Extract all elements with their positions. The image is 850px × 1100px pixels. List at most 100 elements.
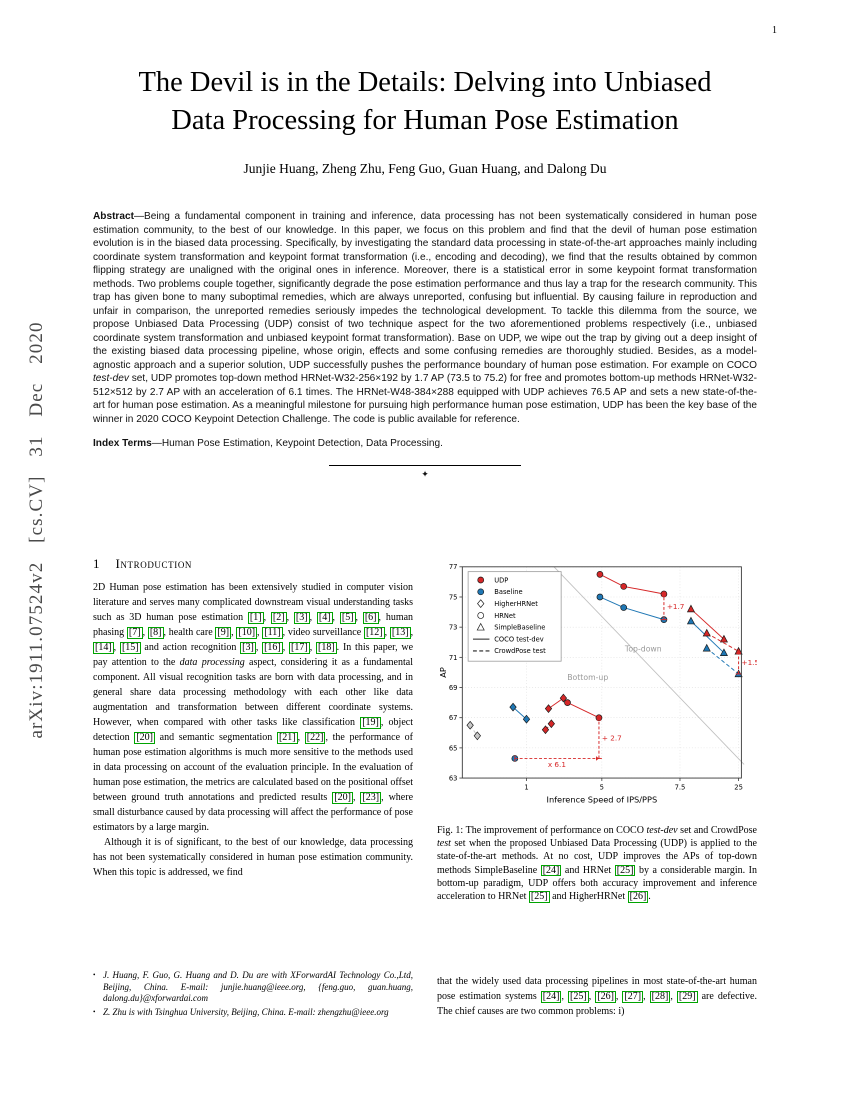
data-point-circle: [620, 604, 628, 611]
data-point-diamond: [559, 693, 568, 703]
data-point-circle: [596, 571, 604, 578]
data-point-diamond: [522, 714, 531, 724]
legend-marker-circle: [477, 588, 485, 596]
citation-link[interactable]: [10]: [236, 627, 258, 639]
legend-marker-circle: [477, 612, 485, 619]
x-axis-label: Inference Speed of IPS/PPS: [547, 794, 658, 804]
data-point-triangle: [719, 634, 728, 643]
section-number: 1: [93, 556, 100, 571]
region-label: Bottom-up: [567, 673, 608, 682]
x-tick-label: 5: [600, 784, 604, 792]
footnote-item: • Z. Zhu is with Tsinghua University, Bei…: [93, 1007, 413, 1018]
annotation-label: +1.7: [667, 602, 685, 611]
data-point-triangle: [702, 628, 711, 637]
data-point-circle: [620, 583, 628, 590]
citation-link[interactable]: [13]: [389, 627, 411, 639]
citation-link[interactable]: [27]: [622, 991, 644, 1003]
citation-link[interactable]: [16]: [262, 642, 283, 654]
citation-link[interactable]: [26]: [595, 991, 616, 1003]
footnote-bullet: •: [93, 1007, 96, 1016]
data-point-triangle: [686, 604, 696, 613]
citation-link[interactable]: [8]: [147, 627, 164, 639]
intro-paragraph-2: Although it is of significant, to the be…: [93, 837, 413, 878]
index-terms-text: —Human Pose Estimation, Keypoint Detecti…: [151, 438, 443, 449]
citation-link[interactable]: [22]: [304, 732, 326, 744]
y-tick-label: 67: [449, 714, 458, 722]
section-title: Introduction: [115, 556, 193, 571]
legend-label: Baseline: [494, 588, 522, 596]
separator-rule: [329, 464, 521, 466]
footnote-item: • J. Huang, F. Guo, G. Huang and D. Du ar…: [93, 970, 413, 1004]
citation-link[interactable]: [4]: [316, 612, 333, 624]
citation-link[interactable]: [9]: [215, 627, 232, 639]
citation-link[interactable]: [15]: [119, 642, 141, 654]
y-tick-label: 63: [449, 774, 458, 782]
page-number: 1: [772, 25, 777, 36]
x-tick-label: 7.5: [675, 784, 686, 792]
footnote-bullet: •: [93, 971, 96, 980]
citation-link[interactable]: [23]: [360, 792, 382, 804]
citation-link[interactable]: [1]: [247, 612, 264, 624]
citation-link[interactable]: [26]: [627, 891, 649, 903]
data-point-diamond: [473, 731, 481, 741]
italic-text: data processing: [179, 657, 245, 668]
footnote-text: Z. Zhu is with Tsinghua University, Beij…: [103, 1006, 389, 1017]
citation-link[interactable]: [19]: [360, 717, 381, 729]
citation-link[interactable]: [24]: [540, 864, 562, 877]
annotation-arrowhead: [736, 651, 741, 655]
paper-title: The Devil is in the Details: Delving int…: [0, 64, 850, 140]
figure1-chart: 63 65 67 69 71 73 75 77 1 5 7.5 25 Top-down Bottom-up…: [438, 563, 757, 804]
citation-link[interactable]: [3]: [240, 642, 256, 654]
intro-paragraph-1: 2D Human pose estimation has been extens…: [93, 582, 414, 833]
right-column: 63 65 67 69 71 73 75 77 1 5 7.5 25 Top-down Bottom-up…: [437, 561, 757, 1019]
citation-link[interactable]: [3]: [293, 612, 310, 624]
citation-link[interactable]: [28]: [649, 991, 671, 1003]
annotation-arrowhead: [661, 593, 667, 597]
citation-link[interactable]: [20]: [332, 792, 353, 804]
y-tick-label: 65: [449, 744, 458, 752]
plot-frame: [461, 566, 742, 779]
citation-link[interactable]: [25]: [614, 864, 636, 877]
citation-link[interactable]: [14]: [93, 642, 114, 654]
citation-link[interactable]: [5]: [339, 612, 356, 624]
annotation-label: +1.5: [741, 658, 757, 667]
section-heading: 1 Introduction: [93, 556, 413, 572]
separator: ✦: [93, 464, 757, 479]
citation-link[interactable]: [6]: [362, 612, 379, 624]
paradigm-separator-line: [553, 566, 745, 765]
citation-link[interactable]: [25]: [568, 991, 589, 1003]
citation-link[interactable]: [11]: [262, 627, 283, 639]
annotation-arrowhead: [596, 756, 599, 761]
y-tick-label: 71: [449, 654, 458, 662]
paper-title-line1: The Devil is in the Details: Delving int…: [138, 67, 712, 98]
arxiv-stamp: arXiv:1911.07524v2 [cs.CV] 31 Dec 2020: [26, 321, 47, 739]
data-point-triangle: [686, 616, 696, 625]
citation-link[interactable]: [18]: [316, 642, 337, 654]
continuation-paragraph: that the widely used data processing pip…: [437, 976, 757, 1017]
legend-label: HRNet: [494, 612, 516, 620]
data-point-triangle: [719, 648, 728, 656]
citation-link[interactable]: [21]: [276, 732, 298, 744]
data-point-diamond: [544, 704, 553, 714]
italic-text: test: [437, 838, 451, 850]
citation-link[interactable]: [12]: [363, 627, 385, 639]
annotation-arrowhead: [596, 717, 602, 721]
citation-link[interactable]: [2]: [270, 612, 287, 624]
citation-link[interactable]: [24]: [540, 991, 562, 1003]
abstract-text: —Being a fundamental component in traini…: [93, 211, 757, 425]
legend-label: HigherHRNet: [494, 600, 538, 608]
citation-link[interactable]: [25]: [528, 891, 550, 903]
citation-link[interactable]: [17]: [289, 642, 310, 654]
citation-link[interactable]: [29]: [676, 991, 698, 1003]
data-point-diamond: [541, 725, 550, 735]
legend-label: CrowdPose test: [494, 647, 546, 655]
legend-label: SimpleBaseline: [494, 624, 545, 632]
series-line: [567, 702, 600, 719]
citation-link[interactable]: [20]: [134, 732, 155, 744]
legend-marker-circle: [477, 576, 485, 584]
citation-link[interactable]: [7]: [126, 627, 143, 639]
annotation-label: + 2.7: [602, 733, 622, 742]
footnote-text: J. Huang, F. Guo, G. Huang and D. Du are…: [103, 970, 413, 1004]
region-label: Top-down: [624, 644, 662, 653]
y-tick-label: 75: [449, 593, 458, 601]
